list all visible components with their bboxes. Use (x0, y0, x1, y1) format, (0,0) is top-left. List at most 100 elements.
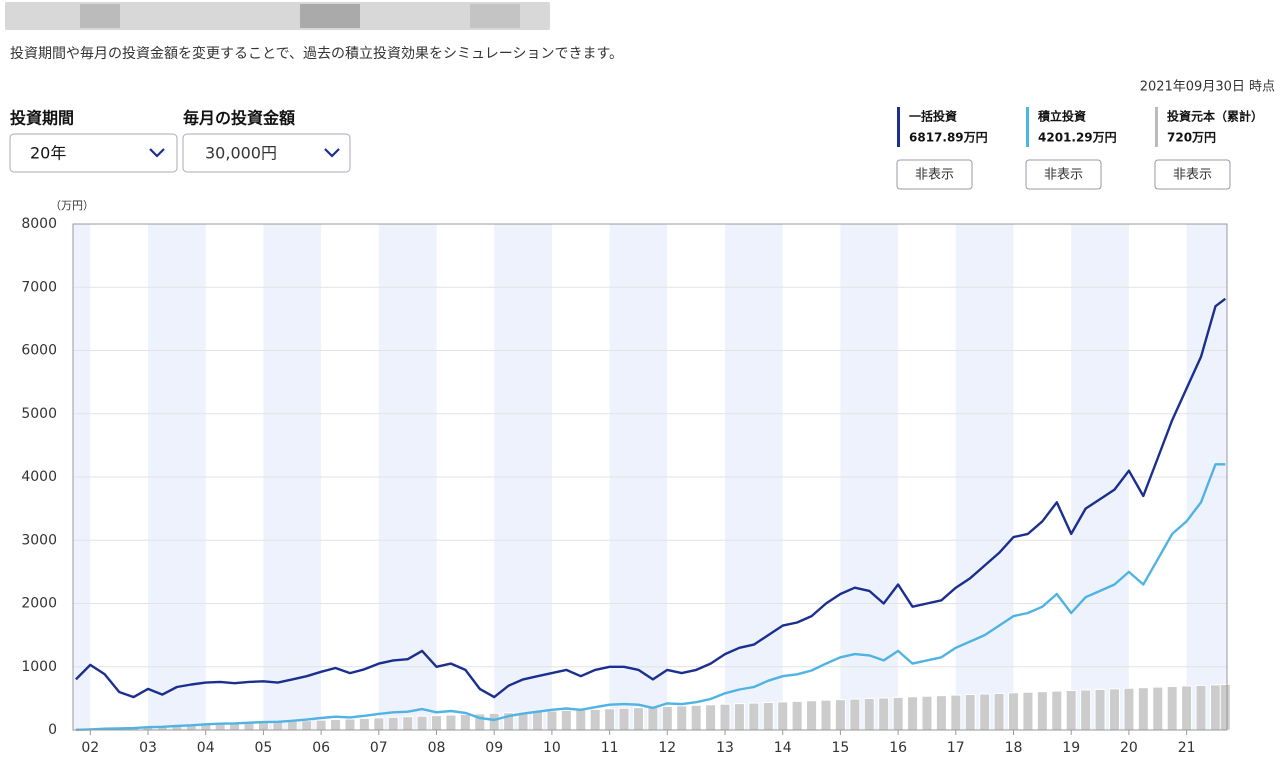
period-select[interactable] (9, 133, 178, 173)
principal-bar (1166, 686, 1178, 731)
x-tick-label: 05 (254, 740, 272, 756)
chevron (149, 148, 165, 158)
legend-swatch (1026, 107, 1029, 147)
principal-bar (1219, 683, 1231, 731)
y-tick-label: 3000 (21, 532, 57, 548)
principal-bar (1008, 692, 1020, 731)
x-tick-label: 12 (658, 740, 676, 756)
principal-bar (301, 720, 313, 731)
x-tick-label: 18 (1005, 740, 1023, 756)
legend-value: 720万円 (1167, 131, 1216, 145)
x-tick-label: 07 (370, 740, 388, 756)
principal-bar (589, 708, 601, 731)
y-tick-label: 6000 (21, 343, 57, 359)
chevron (324, 148, 340, 158)
principal-bar (1022, 691, 1034, 731)
blurred-header (5, 2, 550, 30)
x-tick-label: 17 (947, 740, 965, 756)
principal-bar (431, 715, 443, 731)
principal-bar (950, 694, 962, 731)
legend-name: 一括投資 (909, 109, 957, 124)
principal-bar (575, 709, 587, 731)
principal-bar (531, 711, 543, 731)
x-tick-label: 03 (139, 740, 157, 756)
legend-name: 投資元本（累計） (1167, 109, 1263, 124)
y-tick-label: 8000 (21, 216, 57, 232)
principal-bar (358, 717, 370, 731)
principal-bar (791, 700, 803, 731)
principal-bar (935, 695, 947, 731)
principal-bar (632, 707, 644, 731)
x-tick-label: 09 (485, 740, 503, 756)
principal-bar (820, 699, 832, 731)
principal-bar (1065, 690, 1077, 731)
principal-bar (315, 719, 327, 731)
principal-bar (748, 702, 760, 731)
principal-bar (330, 719, 342, 731)
x-tick-label: 14 (774, 740, 792, 756)
principal-bar (1137, 687, 1149, 731)
principal-bar (1036, 691, 1048, 731)
principal-bar (459, 713, 471, 731)
plot-frame (72, 223, 1228, 731)
principal-bar (863, 698, 875, 731)
principal-bar (1181, 685, 1193, 731)
principal-bar (892, 696, 904, 731)
hide-button[interactable] (1025, 159, 1102, 190)
x-tick-label: 04 (197, 740, 215, 756)
principal-bar (560, 709, 572, 731)
y-tick-label: 2000 (21, 596, 57, 612)
y-tick-label: 1000 (21, 659, 57, 675)
select-value: 30,000円 (205, 144, 277, 163)
hide-button[interactable] (1154, 159, 1231, 190)
series-line (75, 463, 1226, 731)
principal-bar (488, 712, 500, 731)
x-tick-label: 08 (428, 740, 446, 756)
principal-bar (1080, 689, 1092, 731)
principal-bar (1094, 688, 1106, 731)
principal-bar (993, 692, 1005, 731)
x-tick-label: 20 (1120, 740, 1138, 756)
principal-bar (257, 721, 269, 731)
y-tick-label: 4000 (21, 469, 57, 485)
principal-bar (733, 703, 745, 731)
legend-value: 4201.29万円 (1038, 131, 1117, 145)
principal-bar (344, 718, 356, 731)
principal-bar (834, 699, 846, 731)
principal-bar (719, 703, 731, 731)
principal-bar (979, 693, 991, 731)
principal-bar (676, 705, 688, 731)
hide-button-label: 非表示 (915, 168, 954, 183)
x-tick-label: 06 (312, 740, 330, 756)
principal-bar (1195, 684, 1207, 731)
series-line (75, 297, 1227, 699)
control-label: 毎月の投資金額 (183, 109, 295, 128)
principal-bar (907, 696, 919, 731)
x-tick-label: 16 (889, 740, 907, 756)
principal-bar (1123, 687, 1135, 731)
y-tick-label: 5000 (21, 406, 57, 422)
x-tick-label: 02 (81, 740, 99, 756)
legend-name: 積立投資 (1037, 109, 1086, 124)
y-unit: （万円） (50, 199, 94, 212)
principal-bar (661, 705, 673, 731)
as-of-date: 2021年09月30日 時点 (1140, 80, 1275, 95)
principal-bar (416, 715, 428, 731)
principal-bar (777, 701, 789, 731)
principal-bar (1209, 684, 1221, 731)
principal-bar (964, 694, 976, 731)
x-tick-label: 15 (831, 740, 849, 756)
x-tick-label: 19 (1062, 740, 1080, 756)
x-tick-label: 13 (716, 740, 734, 756)
principal-bar (705, 704, 717, 731)
principal-bar (546, 710, 558, 731)
amount-select[interactable] (182, 133, 351, 173)
principal-bar (387, 716, 399, 731)
principal-bar (921, 695, 933, 731)
principal-bar (445, 714, 457, 731)
x-tick-label: 11 (601, 740, 619, 756)
hide-button[interactable] (896, 159, 973, 190)
principal-bar (286, 720, 298, 731)
